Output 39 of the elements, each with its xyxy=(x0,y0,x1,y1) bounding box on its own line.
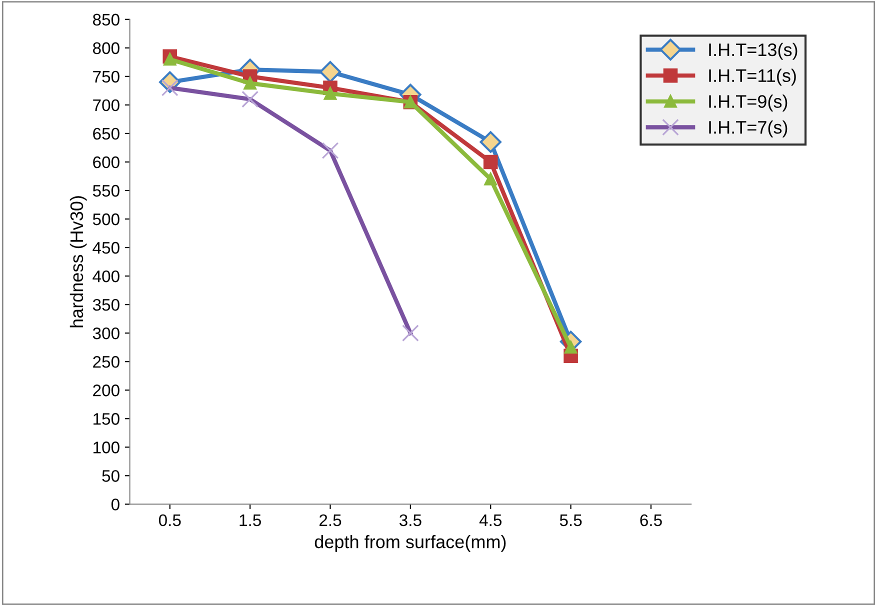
point xyxy=(164,52,176,66)
y-tick-label: 300 xyxy=(92,327,120,340)
y-tick-label: 400 xyxy=(92,270,120,282)
x-tick-label: 3.5 xyxy=(399,514,422,526)
y-tick-label: 700 xyxy=(93,99,120,112)
y-tick-label: 600 xyxy=(93,156,120,168)
x-tick-label: 4.5 xyxy=(479,514,502,526)
point xyxy=(319,61,342,83)
legend-label: I.H.T=9(s) xyxy=(709,94,788,112)
point xyxy=(564,341,578,354)
y-tick-label: 250 xyxy=(93,356,120,368)
x-tick-label: 6.5 xyxy=(640,514,662,526)
x-tick-label: 0.5 xyxy=(158,514,181,526)
x-tick-label: 1.5 xyxy=(240,514,261,526)
legend-label: I.H.T=11(s) xyxy=(709,68,796,86)
point xyxy=(484,172,497,186)
point xyxy=(480,131,502,153)
y-tick-label: 100 xyxy=(94,442,120,454)
y-tick-label: 500 xyxy=(92,213,120,226)
y-tick-label: 150 xyxy=(94,413,120,425)
point xyxy=(244,76,256,90)
y-tick-label: 550 xyxy=(92,184,120,197)
y-tick-label: 50 xyxy=(102,470,120,482)
y-tick-label: 350 xyxy=(92,298,120,311)
x-tick-label: 5.5 xyxy=(560,514,582,526)
legend-label: I.H.T=13(s) xyxy=(709,42,798,60)
legend-label: I.H.T=7(s) xyxy=(709,120,788,138)
point xyxy=(483,154,498,170)
point xyxy=(324,87,337,100)
y-tick-label: 0 xyxy=(111,498,120,510)
y-tick-label: 800 xyxy=(92,42,120,54)
x-axis-title: depth from surface(mm) xyxy=(314,535,506,552)
y-tick-label: 850 xyxy=(92,14,120,26)
y-tick-label: 750 xyxy=(93,70,120,83)
y-tick-label: 450 xyxy=(92,242,120,254)
y-axis-title: hardness (Hv30) xyxy=(70,196,87,328)
y-tick-label: 650 xyxy=(93,128,120,140)
y-tick-label: 200 xyxy=(93,384,120,396)
x-tick-label: 2.5 xyxy=(320,514,342,526)
